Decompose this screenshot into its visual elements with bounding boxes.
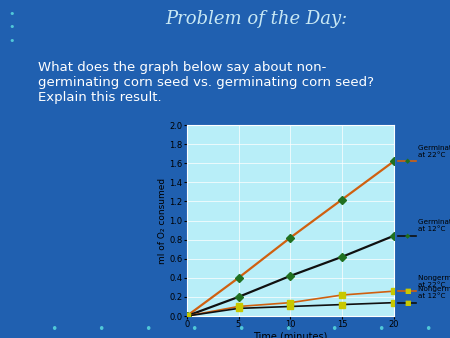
Text: Problem of the Day:: Problem of the Day: bbox=[166, 10, 347, 28]
Text: •: • bbox=[190, 323, 198, 336]
Text: ◆: ◆ bbox=[405, 233, 410, 239]
Text: •: • bbox=[237, 323, 244, 336]
Text: •: • bbox=[377, 323, 384, 336]
Text: ◆: ◆ bbox=[405, 158, 410, 164]
Text: Nongerminating corn
at 22°C: Nongerminating corn at 22°C bbox=[418, 275, 450, 288]
Text: ■: ■ bbox=[404, 288, 410, 294]
Text: •: • bbox=[97, 323, 104, 336]
Y-axis label: ml of O₂ consumed: ml of O₂ consumed bbox=[158, 177, 166, 264]
Text: Nongerminating corn
at 12°C: Nongerminating corn at 12°C bbox=[418, 286, 450, 299]
Text: •: • bbox=[50, 323, 58, 336]
Text: •: • bbox=[424, 323, 431, 336]
X-axis label: Time (minutes): Time (minutes) bbox=[253, 332, 328, 338]
Text: •: • bbox=[144, 323, 151, 336]
Text: Germinating corn
at 12°C: Germinating corn at 12°C bbox=[418, 219, 450, 233]
Text: •: • bbox=[284, 323, 291, 336]
Text: •: • bbox=[8, 22, 14, 32]
Text: Germinating corn
at 22°C: Germinating corn at 22°C bbox=[418, 145, 450, 158]
Text: •: • bbox=[8, 35, 14, 46]
Text: What does the graph below say about non-
germinating corn seed vs. germinating c: What does the graph below say about non-… bbox=[38, 61, 374, 104]
Text: •: • bbox=[330, 323, 338, 336]
Text: •: • bbox=[8, 8, 14, 19]
Text: ■: ■ bbox=[404, 300, 410, 306]
